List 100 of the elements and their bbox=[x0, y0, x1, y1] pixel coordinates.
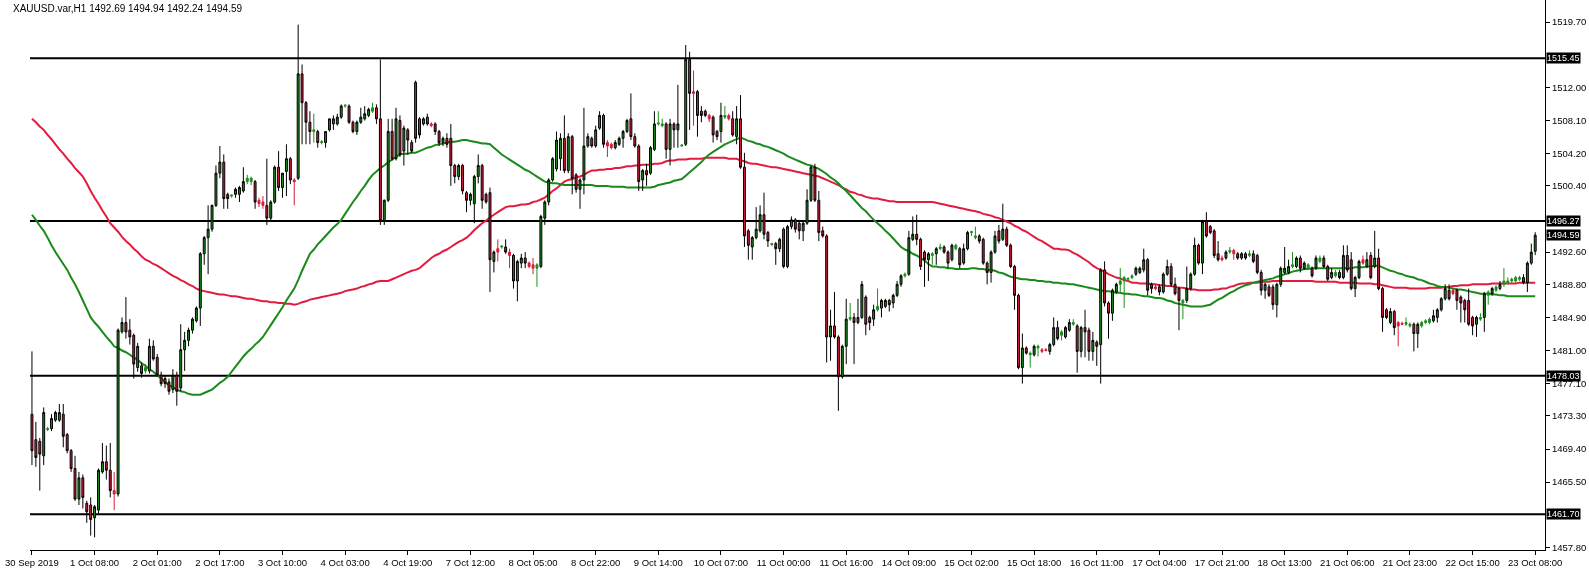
candlestick bbox=[973, 226, 977, 240]
candlestick bbox=[676, 84, 680, 149]
y-tick-label: 1469.40 bbox=[1551, 443, 1587, 455]
x-tick-label: 18 Oct 13:00 bbox=[1257, 557, 1312, 568]
x-tick-label: 15 Oct 18:00 bbox=[1006, 557, 1062, 568]
candlestick bbox=[531, 257, 535, 275]
candlestick bbox=[562, 114, 566, 174]
candlestick bbox=[1036, 344, 1040, 357]
x-tick-label: 3 Oct 10:00 bbox=[257, 557, 308, 568]
candlestick bbox=[1361, 254, 1365, 266]
y-tick-label: 1488.80 bbox=[1551, 278, 1587, 290]
candlestick bbox=[1224, 249, 1228, 261]
y-tick-label: 1504.20 bbox=[1551, 147, 1587, 159]
y-tick-label: 1508.10 bbox=[1551, 114, 1587, 126]
candlestick bbox=[1475, 315, 1478, 338]
candlestick bbox=[1134, 266, 1138, 277]
candlestick bbox=[249, 176, 253, 186]
candlestick bbox=[410, 139, 414, 154]
candlestick bbox=[1212, 228, 1216, 259]
candlestick bbox=[523, 251, 527, 269]
candlestick bbox=[234, 187, 237, 199]
candlestick bbox=[425, 113, 429, 127]
candlestick bbox=[711, 114, 715, 144]
candlestick bbox=[1424, 318, 1428, 325]
candlestick bbox=[284, 143, 288, 197]
candlestick bbox=[500, 244, 504, 250]
y-tick-label: 1481.00 bbox=[1551, 344, 1587, 356]
ref-line-label: 1461.70 bbox=[1547, 509, 1580, 519]
x-tick-label: 1 Oct 08:00 bbox=[70, 557, 120, 568]
candlestick bbox=[449, 123, 453, 187]
x-tick-label: 23 Oct 08:00 bbox=[1508, 557, 1563, 568]
ref-line-label: 1478.03 bbox=[1547, 371, 1580, 381]
x-tick-label: 11 Oct 16:00 bbox=[819, 557, 874, 568]
candlestick bbox=[1341, 244, 1345, 280]
candlestick bbox=[934, 246, 938, 266]
x-tick-label: 30 Sep 2019 bbox=[5, 557, 59, 568]
candlestick bbox=[719, 102, 723, 144]
candlestick bbox=[363, 105, 367, 122]
y-tick-label: 1519.70 bbox=[1551, 16, 1587, 28]
candlestick bbox=[1040, 347, 1044, 354]
y-tick-label: 1492.60 bbox=[1551, 246, 1587, 258]
x-tick-label: 4 Oct 03:00 bbox=[320, 557, 370, 568]
candlestick bbox=[570, 134, 574, 195]
candlestick bbox=[1294, 255, 1298, 269]
candlestick bbox=[1240, 251, 1244, 261]
candlestick bbox=[1060, 329, 1063, 341]
candlestick bbox=[328, 118, 331, 133]
candlestick bbox=[367, 107, 371, 118]
x-tick-label: 8 Oct 22:00 bbox=[571, 557, 621, 568]
candlestick bbox=[1330, 267, 1334, 280]
candlestick bbox=[1306, 262, 1310, 271]
y-tick-label: 1465.50 bbox=[1551, 476, 1587, 488]
candlestick bbox=[1298, 254, 1302, 273]
x-tick-label: 21 Oct 06:00 bbox=[1320, 557, 1375, 568]
candlestick bbox=[316, 129, 320, 149]
candlestick bbox=[958, 246, 962, 269]
candlestick bbox=[1431, 309, 1435, 324]
candlestick bbox=[324, 131, 328, 149]
candlestick bbox=[1412, 322, 1416, 352]
candlestick bbox=[253, 179, 257, 210]
x-tick-label: 7 Oct 12:00 bbox=[445, 557, 495, 568]
ref-line-label: 1515.45 bbox=[1547, 53, 1580, 63]
candlestick bbox=[1502, 267, 1506, 288]
candlestick bbox=[887, 298, 891, 312]
candlestick bbox=[1494, 284, 1498, 293]
y-tick-label: 1484.90 bbox=[1551, 311, 1587, 323]
candlestick bbox=[371, 102, 374, 114]
x-tick-label: 15 Oct 02:00 bbox=[944, 557, 999, 568]
candlestick bbox=[1083, 309, 1087, 358]
candlestick bbox=[230, 193, 234, 199]
y-tick-label: 1500.40 bbox=[1551, 180, 1587, 192]
candlestick bbox=[594, 125, 598, 149]
candlestick bbox=[1447, 283, 1451, 301]
candlestick bbox=[668, 118, 672, 167]
candlestick bbox=[782, 226, 786, 269]
x-tick-label: 17 Oct 04:00 bbox=[1132, 557, 1187, 568]
x-tick-label: 9 Oct 14:00 bbox=[633, 557, 683, 568]
candlestick bbox=[1416, 322, 1420, 349]
y-tick-label: 1512.00 bbox=[1551, 81, 1587, 93]
x-tick-label: 16 Oct 11:00 bbox=[1069, 557, 1124, 568]
candlestick bbox=[331, 114, 335, 131]
annotation: 1494.59 bbox=[1547, 230, 1580, 240]
x-tick-label: 2 Oct 17:00 bbox=[195, 557, 245, 568]
candlestick bbox=[1091, 331, 1095, 362]
x-tick-label: 2 Oct 01:00 bbox=[132, 557, 182, 568]
x-tick-label: 10 Oct 07:00 bbox=[693, 557, 749, 568]
candlestick bbox=[703, 108, 707, 118]
candlestick bbox=[1075, 323, 1079, 374]
x-tick-label: 21 Oct 23:00 bbox=[1382, 557, 1438, 568]
x-tick-label: 17 Oct 21:00 bbox=[1194, 557, 1250, 568]
candlestick bbox=[1514, 275, 1518, 284]
x-tick-label: 22 Oct 15:00 bbox=[1445, 557, 1500, 568]
candlestick bbox=[1236, 251, 1240, 261]
candlestick bbox=[147, 338, 151, 374]
x-tick-label: 4 Oct 19:00 bbox=[383, 557, 433, 568]
candlestick bbox=[613, 139, 617, 150]
candlestick bbox=[50, 413, 53, 432]
x-tick-label: 11 Oct 00:00 bbox=[756, 557, 811, 568]
candlestick bbox=[1232, 248, 1236, 261]
candlestick bbox=[1244, 251, 1247, 261]
